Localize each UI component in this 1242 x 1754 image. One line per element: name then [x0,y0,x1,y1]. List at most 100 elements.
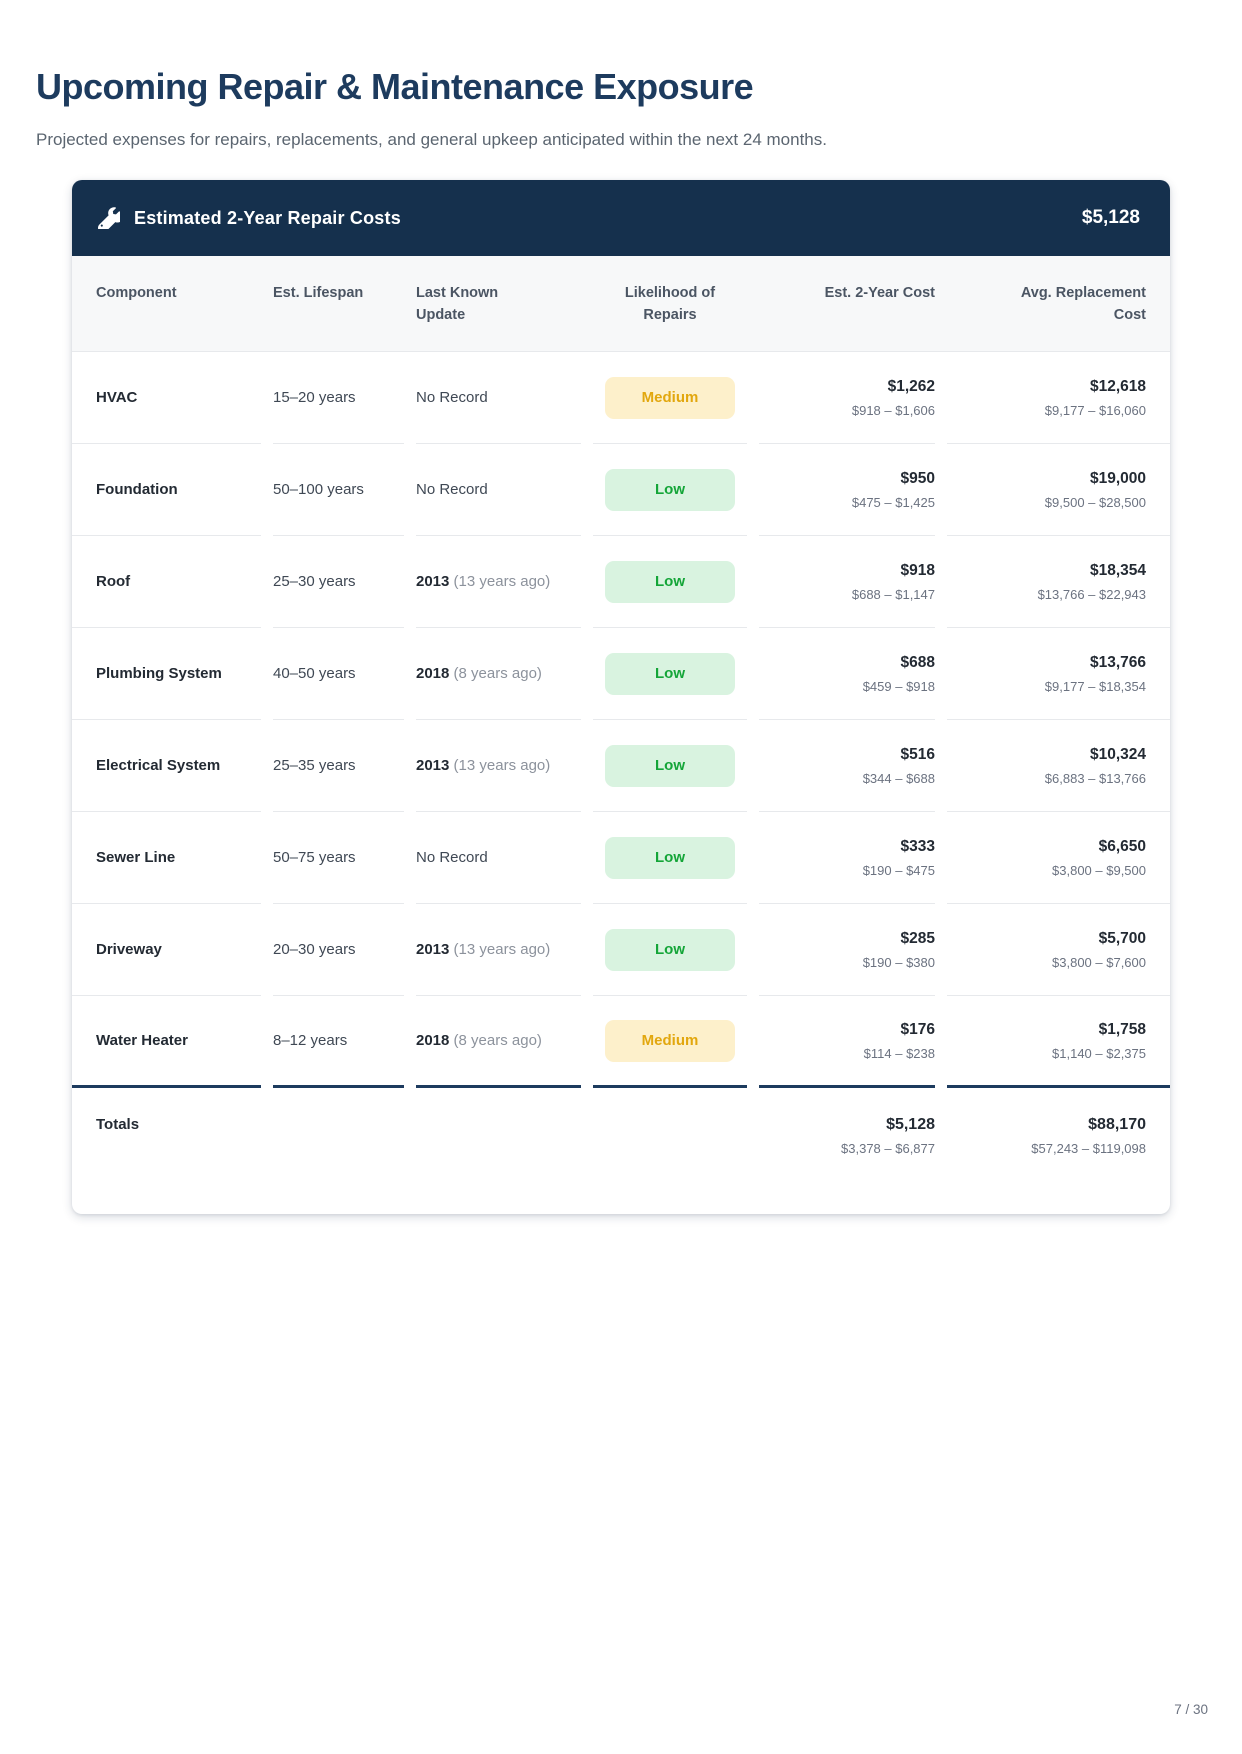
update-year: 2013 [416,573,450,590]
component-cell: Plumbing System [72,628,261,720]
replacement-value: $6,650 [1098,837,1146,855]
replacement-range: $3,800 – $9,500 [1052,862,1146,878]
update-note: (8 years ago) [453,665,542,682]
replacement-value: $18,354 [1089,561,1146,579]
component-cell: Sewer Line [72,812,261,904]
lifespan-cell: 25–30 years [273,536,404,628]
totals-2yr-cost-range: $3,378 – $6,877 [841,1141,935,1156]
update-no-record: No Record [416,389,488,406]
column-header-replacement-cost: Avg. Replacement Cost [1020,285,1146,323]
cost-2yr-cell: $918 $688 – $1,147 [759,536,935,628]
component-cell: Roof [72,536,261,628]
update-year: 2018 [416,665,450,682]
likelihood-cell: Low [593,536,747,628]
update-year: 2013 [416,757,450,774]
cost-2yr-value: $333 [900,837,935,855]
lifespan-cell: 20–30 years [273,904,404,996]
cost-2yr-value: $176 [900,1020,935,1038]
cost-2yr-range: $918 – $1,606 [851,402,935,418]
wrench-icon [98,207,120,229]
component-cell: HVAC [72,352,261,444]
cost-2yr-range: $190 – $380 [862,954,935,970]
replacement-cell: $13,766 $9,177 – $18,354 [947,628,1170,720]
cost-2yr-cell: $333 $190 – $475 [759,812,935,904]
page-number: 7 / 30 [1174,1702,1208,1717]
replacement-cell: $19,000 $9,500 – $28,500 [947,444,1170,536]
replacement-cell: $5,700 $3,800 – $7,600 [947,904,1170,996]
cost-2yr-range: $344 – $688 [862,770,935,786]
totals-replacement-cell: $88,170 $57,243 – $119,098 [947,1094,1170,1180]
replacement-value: $1,758 [1098,1020,1146,1038]
update-note: (13 years ago) [453,757,551,774]
cost-2yr-range: $190 – $475 [862,862,935,878]
likelihood-badge: Low [605,744,735,787]
replacement-value: $19,000 [1089,469,1146,487]
cost-2yr-range: $475 – $1,425 [851,494,935,510]
likelihood-cell: Low [593,628,747,720]
replacement-value: $12,618 [1089,377,1146,395]
lifespan-cell: 50–75 years [273,812,404,904]
last-update-cell: 2013 (13 years ago) [416,720,581,812]
cost-2yr-cell: $1,262 $918 – $1,606 [759,352,935,444]
update-year: 2013 [416,941,450,958]
replacement-range: $9,177 – $18,354 [1044,678,1146,694]
replacement-range: $9,500 – $28,500 [1044,494,1146,510]
repair-costs-card: Estimated 2-Year Repair Costs $5,128 Com… [72,180,1170,1214]
likelihood-badge: Low [605,836,735,879]
cost-2yr-cell: $688 $459 – $918 [759,628,935,720]
card-total-value: $5,128 [1081,207,1140,228]
update-year: 2018 [416,1032,450,1049]
last-update-cell: No Record [416,812,581,904]
column-header-lifespan: Est. Lifespan [273,285,364,301]
replacement-range: $9,177 – $16,060 [1044,402,1146,418]
table-row: Roof 25–30 years 2013 (13 years ago) Low $91… [72,536,1170,628]
component-cell: Electrical System [72,720,261,812]
totals-replacement-range: $57,243 – $119,098 [1031,1141,1146,1156]
replacement-cell: $10,324 $6,883 – $13,766 [947,720,1170,812]
page-subtitle: Projected expenses for repairs, replacem… [36,130,827,149]
totals-label: Totals [96,1116,140,1133]
totals-replacement: $88,170 [1088,1116,1146,1133]
cost-2yr-value: $688 [900,653,935,671]
likelihood-cell: Low [593,444,747,536]
likelihood-cell: Low [593,720,747,812]
likelihood-cell: Low [593,904,747,996]
update-note: (13 years ago) [453,573,551,590]
table-row: Electrical System 25–35 years 2013 (13 yea… [72,720,1170,812]
table-header-row: Component Est. Lifespan Last Known Updat… [72,256,1170,352]
lifespan-cell: 25–35 years [273,720,404,812]
card-title: Estimated 2-Year Repair Costs [134,207,401,228]
likelihood-badge: Low [605,652,735,695]
cost-2yr-value: $285 [900,929,935,947]
replacement-range: $3,800 – $7,600 [1052,954,1146,970]
component-cell: Foundation [72,444,261,536]
table-row: Foundation 50–100 years No Record Low $950 $4… [72,444,1170,536]
table-row: Driveway 20–30 years 2013 (13 years ago) Lo… [72,904,1170,996]
page-title: Upcoming Repair & Maintenance Exposure [36,66,754,107]
cost-2yr-value: $516 [900,745,935,763]
last-update-cell: No Record [416,352,581,444]
replacement-value: $5,700 [1098,929,1146,947]
card-header: Estimated 2-Year Repair Costs $5,128 [72,180,1170,256]
likelihood-cell: Medium [593,996,747,1088]
likelihood-badge: Medium [605,1019,735,1062]
replacement-cell: $18,354 $13,766 – $22,943 [947,536,1170,628]
totals-row: Totals $5,128 $3,378 – $6,877 $88,170 $5… [72,1088,1170,1214]
last-update-cell: No Record [416,444,581,536]
cost-2yr-cell: $176 $114 – $238 [759,996,935,1088]
cost-2yr-range: $459 – $918 [862,678,935,694]
likelihood-badge: Low [605,928,735,971]
likelihood-cell: Medium [593,352,747,444]
likelihood-cell: Low [593,812,747,904]
last-update-cell: 2013 (13 years ago) [416,536,581,628]
replacement-cell: $6,650 $3,800 – $9,500 [947,812,1170,904]
lifespan-cell: 40–50 years [273,628,404,720]
column-header-last-update: Last Known Update [416,285,499,323]
totals-2yr-cost: $5,128 [886,1116,935,1133]
update-note: (13 years ago) [453,941,551,958]
column-header-component: Component [96,285,177,301]
likelihood-badge: Medium [605,376,735,419]
lifespan-cell: 15–20 years [273,352,404,444]
table-row: Sewer Line 50–75 years No Record Low $333 $19… [72,812,1170,904]
